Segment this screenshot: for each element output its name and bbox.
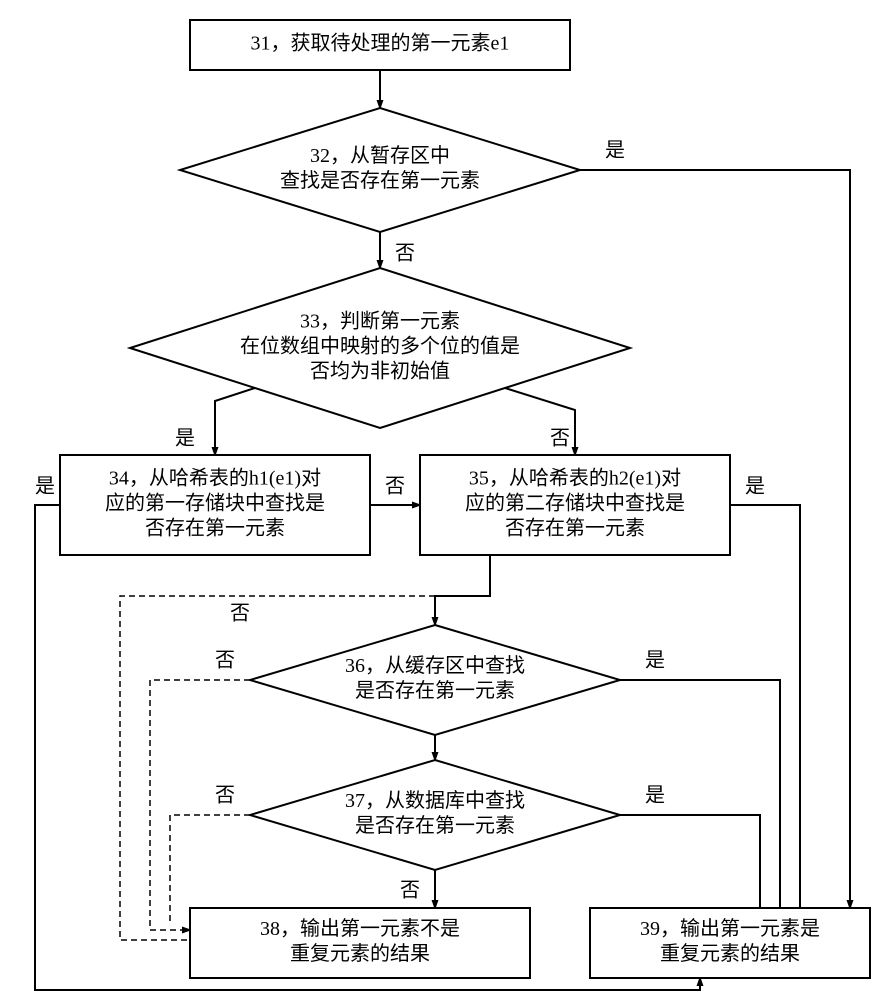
- edge-label-e37-38: 否: [400, 880, 420, 902]
- node-text-n37-line1: 是否存在第一元素: [355, 814, 515, 837]
- node-n31: 31，获取待处理的第一元素e1: [190, 20, 570, 70]
- edge-e35-36: [435, 555, 490, 625]
- node-text-n38-line0: 38，输出第一元素不是: [260, 917, 460, 940]
- node-text-n35-line0: 35，从哈希表的h2(e1)对: [469, 467, 681, 490]
- node-n32: 32，从暂存区中查找是否存在第一元素: [180, 108, 580, 232]
- node-text-n39-line0: 39，输出第一元素是: [640, 917, 820, 940]
- edge-label-e33-35: 否: [550, 428, 570, 450]
- node-text-n34-line0: 34，从哈希表的h1(e1)对: [109, 467, 321, 490]
- edge-label-e35-36-dash: 否: [230, 603, 250, 625]
- node-text-n35-line2: 否存在第一元素: [505, 517, 645, 540]
- node-n38: 38，输出第一元素不是重复元素的结果: [190, 908, 530, 978]
- edge-label-e32-yes: 是: [605, 140, 625, 162]
- node-text-n32-line1: 查找是否存在第一元素: [280, 169, 480, 192]
- flowchart-canvas: 否是是否否是是是是否否否否31，获取待处理的第一元素e132，从暂存区中查找是否…: [0, 0, 894, 1000]
- node-n34: 34，从哈希表的h1(e1)对应的第一存储块中查找是否存在第一元素: [60, 455, 370, 555]
- edge-label-e33-34: 是: [175, 428, 195, 450]
- edge-label-e36-no-dash: 否: [215, 650, 235, 672]
- edge-label-e32-33: 否: [395, 243, 415, 265]
- edge-e37-yes: [620, 815, 760, 920]
- node-text-n36-line0: 36，从缓存区中查找: [345, 654, 525, 677]
- edge-e36-yes: [620, 680, 780, 920]
- node-text-n32-line0: 32，从暂存区中: [310, 144, 450, 167]
- edge-label-e35-yes: 是: [745, 476, 765, 498]
- edge-label-e36-yes: 是: [645, 650, 665, 672]
- node-text-n33-line1: 在位数组中映射的多个位的值是: [240, 335, 520, 358]
- node-n39: 39，输出第一元素是重复元素的结果: [590, 908, 870, 978]
- edge-e36-no-dash: [150, 680, 250, 930]
- node-text-n37-line0: 37，从数据库中查找: [345, 789, 525, 812]
- nodes-layer: 31，获取待处理的第一元素e1 32，从暂存区中查找是否存在第一元素 33，判断第一…: [60, 20, 870, 978]
- node-n37: 37，从数据库中查找是否存在第一元素: [250, 760, 620, 870]
- node-text-n33-line0: 33，判断第一元素: [300, 310, 460, 333]
- node-text-n39-line1: 重复元素的结果: [660, 942, 800, 965]
- node-text-n36-line1: 是否存在第一元素: [355, 679, 515, 702]
- node-text-n34-line1: 应的第一存储块中查找是: [105, 492, 325, 515]
- edge-label-e34-yes: 是: [35, 476, 55, 498]
- node-n36: 36，从缓存区中查找是否存在第一元素: [250, 625, 620, 735]
- node-text-n31-line0: 31，获取待处理的第一元素e1: [251, 32, 510, 55]
- node-text-n34-line2: 否存在第一元素: [145, 517, 285, 540]
- edge-e33-34: [215, 388, 255, 455]
- node-text-n38-line1: 重复元素的结果: [290, 942, 430, 965]
- node-n35: 35，从哈希表的h2(e1)对应的第二存储块中查找是否存在第一元素: [420, 455, 730, 555]
- edge-label-e37-yes: 是: [645, 785, 665, 807]
- edge-label-e34-35: 否: [385, 476, 405, 498]
- edge-label-e37-no-dash: 否: [215, 785, 235, 807]
- node-text-n35-line1: 应的第二存储块中查找是: [465, 492, 685, 515]
- node-text-n33-line2: 否均为非初始值: [310, 360, 450, 383]
